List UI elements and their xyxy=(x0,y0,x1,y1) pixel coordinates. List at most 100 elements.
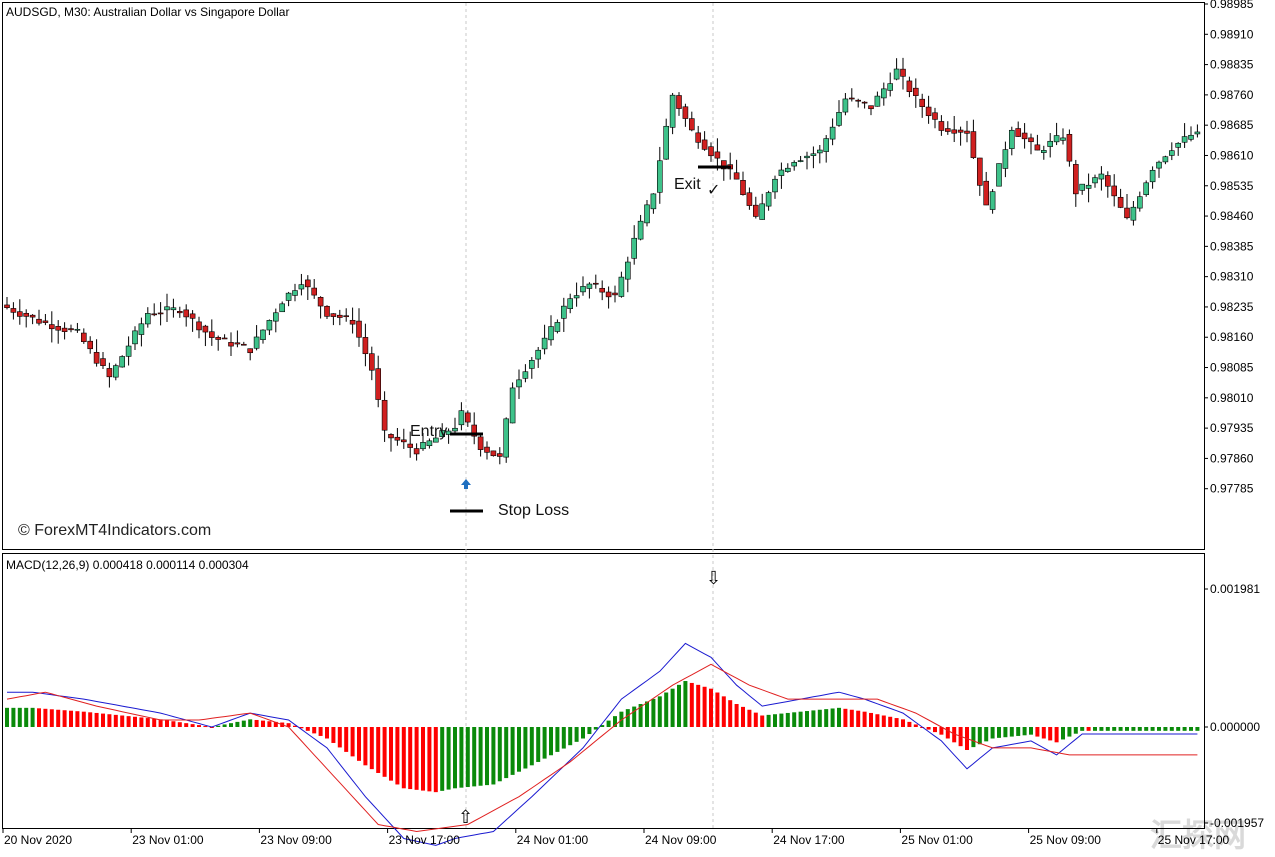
candle-body xyxy=(861,101,868,104)
histogram-bar xyxy=(81,711,86,727)
candle-body xyxy=(503,418,510,458)
histogram-bar xyxy=(1131,727,1136,731)
candle-body xyxy=(375,368,382,400)
price-tick-label: 0.98985 xyxy=(1210,0,1254,11)
candle-body xyxy=(196,321,202,331)
candle-body xyxy=(522,371,529,379)
candle-body xyxy=(221,337,228,340)
histogram-bar xyxy=(293,725,297,727)
candle-body xyxy=(676,95,682,109)
candle-body xyxy=(605,291,612,298)
histogram-bar xyxy=(830,708,835,727)
histogram-bar xyxy=(613,716,617,727)
candle-body xyxy=(279,303,286,313)
candle-body xyxy=(663,125,670,160)
candle-body xyxy=(580,286,586,293)
histogram-bar xyxy=(254,719,259,727)
histogram-bar xyxy=(120,715,125,727)
candle-body xyxy=(765,192,772,207)
histogram-bar xyxy=(241,720,246,727)
candle-body xyxy=(432,437,439,443)
candle-body xyxy=(772,178,778,193)
candle-body xyxy=(631,237,638,259)
histogram-bar xyxy=(235,721,240,727)
candle-body xyxy=(1002,149,1009,169)
histogram-bar xyxy=(357,727,361,761)
histogram-bar xyxy=(414,727,419,790)
histogram-bar xyxy=(1016,727,1021,736)
histogram-bar xyxy=(523,727,528,769)
candle-body xyxy=(285,292,292,301)
candle-body xyxy=(1015,128,1022,137)
candle-body xyxy=(1117,196,1124,208)
histogram-bar xyxy=(741,706,745,727)
histogram-bar xyxy=(504,727,509,779)
histogram-bar xyxy=(1150,727,1155,731)
histogram-bar xyxy=(888,716,893,727)
histogram-bar xyxy=(1105,727,1110,731)
price-tick-label: 0.98385 xyxy=(1210,239,1254,253)
candle-body xyxy=(1079,183,1085,191)
candle-body xyxy=(324,305,330,317)
candle-body xyxy=(330,313,337,317)
candle-body xyxy=(1060,137,1066,141)
candle-body xyxy=(304,279,311,288)
candle-body xyxy=(1047,140,1053,147)
histogram-bar xyxy=(30,707,35,727)
candle-body xyxy=(880,88,887,99)
candle-body xyxy=(125,345,132,357)
candle-body xyxy=(61,327,68,332)
candle-body xyxy=(1066,134,1073,162)
histogram-bar xyxy=(318,727,323,736)
histogram-bar xyxy=(715,692,720,727)
candle-body xyxy=(490,450,497,457)
histogram-bar xyxy=(600,725,605,727)
candle-body xyxy=(624,261,631,280)
candle-body xyxy=(1169,150,1175,156)
histogram-bar xyxy=(1189,727,1193,731)
buy-signal-arrow-icon: ⇧ xyxy=(458,807,473,827)
histogram-bar xyxy=(670,688,675,727)
candle-body xyxy=(336,314,343,318)
histogram-bar xyxy=(875,714,880,727)
candle-body xyxy=(868,105,874,110)
candle-body xyxy=(1105,175,1111,187)
histogram-bar xyxy=(325,727,329,739)
histogram-bar xyxy=(453,727,457,789)
candle-body xyxy=(1162,156,1169,163)
histogram-bar xyxy=(459,727,464,788)
candle-body xyxy=(656,160,663,193)
candle-body xyxy=(484,446,490,453)
price-tick-label: 0.97860 xyxy=(1210,451,1254,465)
candle-body xyxy=(650,193,657,210)
checkmark-icon: ✓ xyxy=(707,182,720,199)
histogram-bar xyxy=(881,715,886,727)
time-tick-label: 24 Nov 09:00 xyxy=(645,833,717,847)
candle-body xyxy=(1156,161,1162,169)
candle-body xyxy=(951,129,958,134)
histogram-bar xyxy=(843,708,848,727)
histogram-bar xyxy=(203,726,208,728)
candle-body xyxy=(16,311,23,317)
candle-body xyxy=(471,424,478,437)
histogram-bar xyxy=(222,724,227,727)
histogram-bar xyxy=(984,727,989,742)
histogram-bar xyxy=(11,707,16,727)
time-tick-label: 23 Nov 09:00 xyxy=(260,833,332,847)
candle-body xyxy=(1194,131,1201,135)
candle-body xyxy=(10,308,17,313)
histogram-bar xyxy=(1041,727,1046,739)
histogram-bar xyxy=(1048,727,1053,741)
histogram-bar xyxy=(139,717,144,727)
exit-label: Exit xyxy=(674,176,701,193)
histogram-bar xyxy=(382,727,387,777)
candle-body xyxy=(1028,137,1034,143)
histogram-bar xyxy=(824,709,829,727)
histogram-bar xyxy=(286,723,291,727)
candle-body xyxy=(394,436,401,441)
histogram-bar xyxy=(216,725,221,727)
histogram-bar xyxy=(785,712,790,727)
price-tick-label: 0.98235 xyxy=(1210,300,1254,314)
histogram-bar xyxy=(1163,727,1168,731)
